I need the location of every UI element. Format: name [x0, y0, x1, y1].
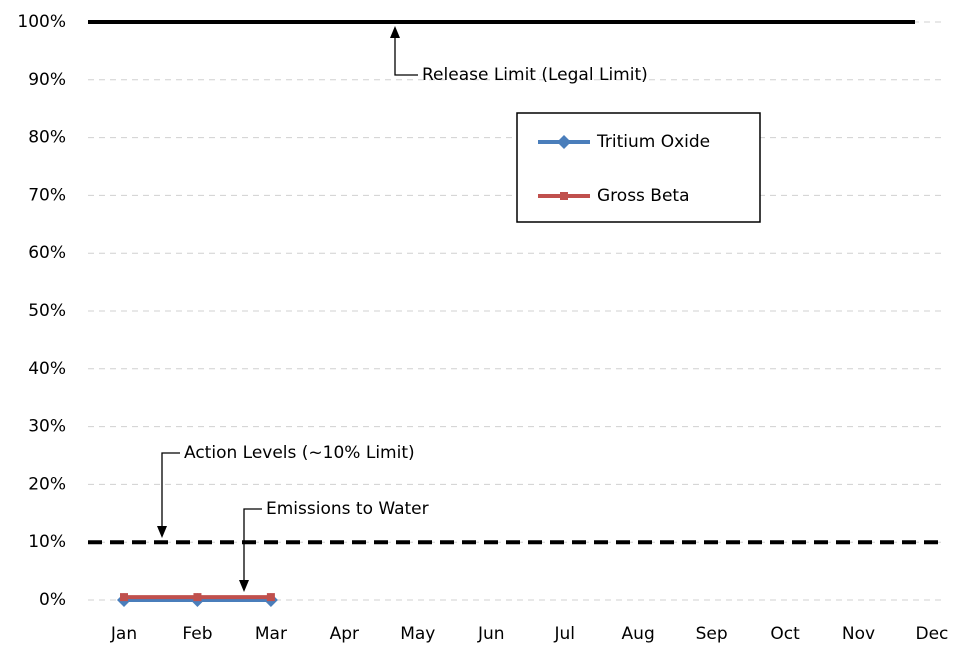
annotation: Action Levels (~10% Limit): [184, 443, 415, 463]
x-tick-label: Sep: [696, 624, 728, 644]
y-tick-label: 0%: [39, 590, 66, 610]
y-tick-label: 100%: [17, 12, 66, 32]
x-tick-label: Jan: [110, 624, 137, 644]
legend: Tritium Oxide Gross Beta: [516, 112, 761, 223]
x-tick-label: Nov: [842, 624, 875, 644]
y-tick-label: 60%: [28, 243, 66, 263]
legend-label: Tritium Oxide: [596, 132, 710, 152]
annotation-leader: [243, 508, 262, 582]
annotation-leader: [394, 36, 418, 76]
y-tick-label: 70%: [28, 185, 66, 205]
annotation: Release Limit (Legal Limit): [422, 65, 648, 85]
x-tick-label: Mar: [255, 624, 287, 644]
y-tick-label: 30%: [28, 417, 66, 437]
legend-marker: [560, 192, 568, 200]
annotation-leader: [161, 452, 180, 528]
y-tick-label: 10%: [28, 532, 66, 552]
annotation-arrowhead: [390, 26, 400, 38]
x-tick-label: Oct: [770, 624, 800, 644]
y-tick-label: 40%: [28, 359, 66, 379]
legend-box: [516, 112, 761, 223]
y-tick-label: 80%: [28, 128, 66, 148]
y-tick-label: 50%: [28, 301, 66, 321]
x-tick-label: May: [400, 624, 435, 644]
x-tick-label: Apr: [330, 624, 359, 644]
annotation-arrowhead: [157, 526, 167, 538]
x-tick-label: Jul: [553, 624, 575, 644]
annotation-arrowhead: [239, 580, 249, 592]
x-tick-label: Aug: [622, 624, 655, 644]
legend-marker: [557, 135, 571, 149]
y-tick-label: 20%: [28, 474, 66, 494]
marker: [193, 593, 202, 602]
x-tick-label: Jun: [477, 624, 505, 644]
annotation: Emissions to Water: [266, 499, 429, 519]
x-tick-label: Feb: [182, 624, 212, 644]
marker: [120, 593, 128, 602]
legend-label: Gross Beta: [597, 186, 690, 206]
marker: [266, 593, 275, 602]
y-tick-label: 90%: [28, 70, 66, 90]
x-tick-label: Dec: [915, 624, 948, 644]
